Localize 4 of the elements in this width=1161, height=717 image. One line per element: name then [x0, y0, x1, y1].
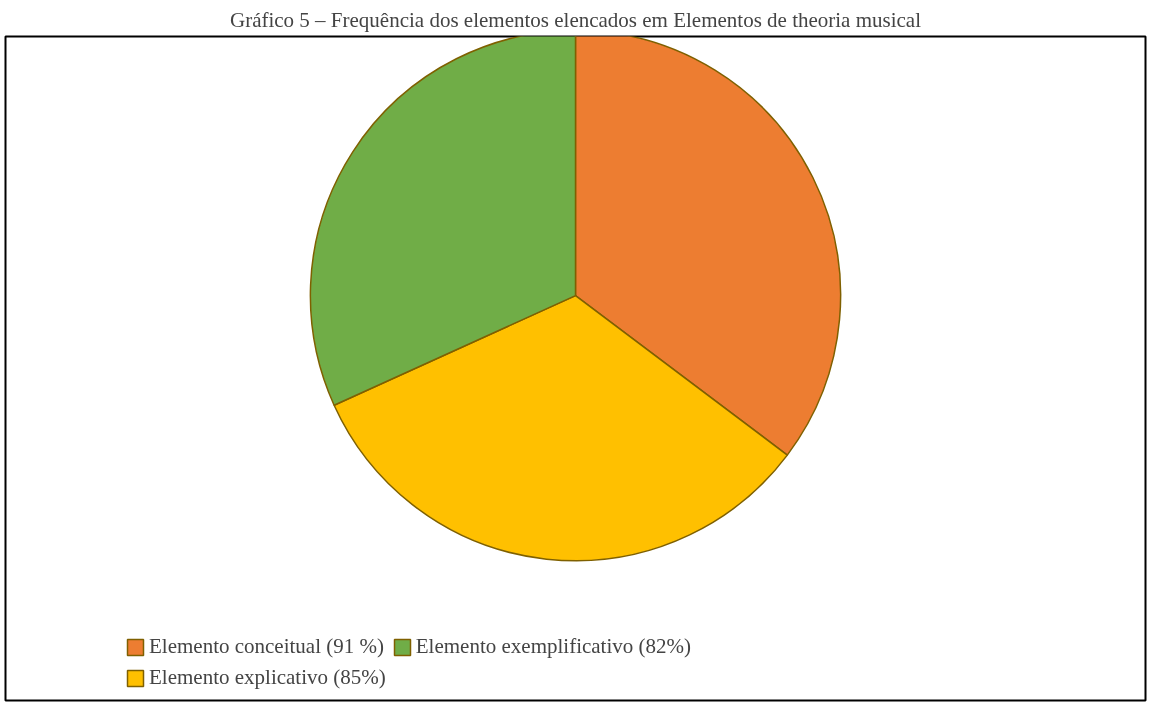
legend-label: Elemento explicativo (85%)	[149, 665, 386, 690]
chart-title: Gráfico 5 – Frequência dos elementos elencados em Elementos de theoria musical	[229, 7, 922, 32]
legend-label: Elemento conceitual (91 %)	[149, 634, 384, 659]
legend-label: Elemento exemplificativo (82%)	[415, 634, 692, 659]
